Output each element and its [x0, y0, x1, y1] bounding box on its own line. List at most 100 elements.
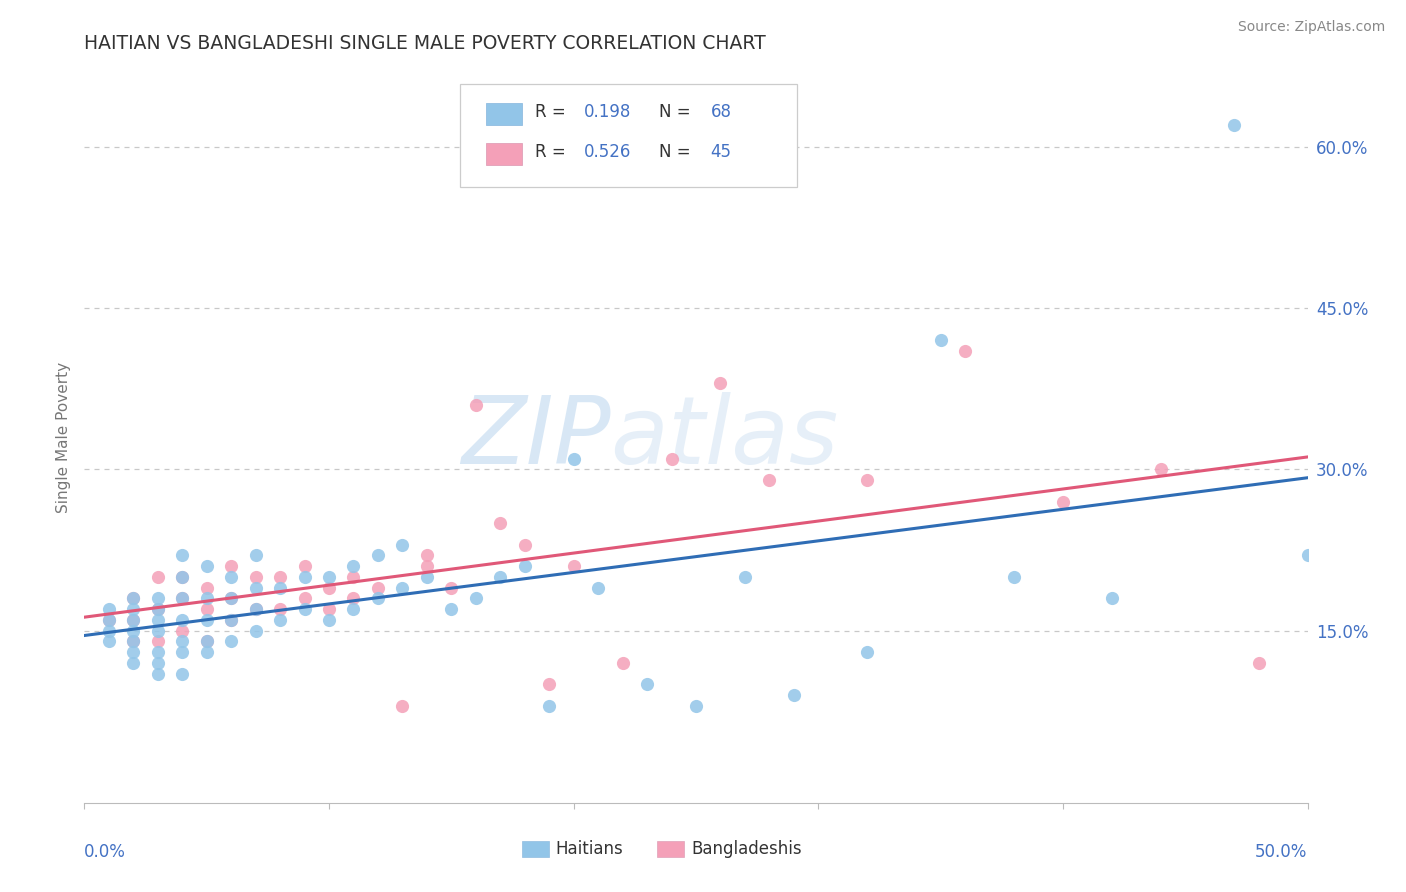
Point	[342, 570, 364, 584]
FancyBboxPatch shape	[522, 841, 550, 857]
Point	[146, 602, 169, 616]
Point	[146, 613, 169, 627]
Point	[195, 581, 218, 595]
Point	[416, 549, 439, 563]
Point	[122, 634, 145, 648]
Point	[122, 591, 145, 606]
Point	[318, 602, 340, 616]
Point	[219, 613, 242, 627]
Point	[685, 698, 707, 713]
Point	[1150, 462, 1173, 476]
Point	[661, 451, 683, 466]
Point	[172, 549, 194, 563]
Point	[122, 656, 145, 670]
Point	[195, 559, 218, 574]
Point	[929, 333, 952, 347]
Point	[440, 602, 463, 616]
Point	[856, 473, 879, 487]
Point	[783, 688, 806, 702]
Point	[146, 602, 169, 616]
Point	[245, 602, 267, 616]
Point	[342, 602, 364, 616]
Text: 0.0%: 0.0%	[84, 843, 127, 861]
Point	[245, 624, 267, 638]
Text: 68: 68	[710, 103, 731, 120]
Point	[172, 613, 194, 627]
Point	[513, 538, 536, 552]
Text: 0.198: 0.198	[583, 103, 631, 120]
Point	[195, 613, 218, 627]
Point	[367, 591, 389, 606]
Point	[146, 634, 169, 648]
Point	[367, 581, 389, 595]
Point	[97, 602, 120, 616]
Point	[195, 634, 218, 648]
Point	[586, 581, 609, 595]
Point	[318, 613, 340, 627]
Point	[1002, 570, 1025, 584]
Point	[513, 559, 536, 574]
Point	[219, 613, 242, 627]
Point	[1101, 591, 1123, 606]
Text: ZIP: ZIP	[461, 392, 610, 483]
Point	[294, 591, 316, 606]
Text: atlas: atlas	[610, 392, 838, 483]
Point	[856, 645, 879, 659]
Point	[294, 559, 316, 574]
Point	[391, 581, 413, 595]
Point	[97, 624, 120, 638]
Point	[562, 559, 585, 574]
Point	[709, 376, 731, 391]
Point	[318, 570, 340, 584]
Text: Source: ZipAtlas.com: Source: ZipAtlas.com	[1237, 20, 1385, 34]
Point	[489, 516, 512, 530]
Point	[269, 581, 291, 595]
Point	[219, 591, 242, 606]
Text: R =: R =	[534, 143, 571, 161]
Point	[122, 591, 145, 606]
Point	[146, 570, 169, 584]
Point	[146, 591, 169, 606]
Point	[245, 581, 267, 595]
Point	[172, 570, 194, 584]
Point	[636, 677, 658, 691]
FancyBboxPatch shape	[460, 84, 797, 187]
Point	[440, 581, 463, 595]
Text: Bangladeshis: Bangladeshis	[692, 840, 801, 858]
Point	[538, 677, 561, 691]
Point	[219, 559, 242, 574]
Point	[1223, 118, 1246, 132]
Point	[562, 451, 585, 466]
Point	[195, 591, 218, 606]
Text: R =: R =	[534, 103, 571, 120]
Point	[318, 581, 340, 595]
Point	[758, 473, 780, 487]
Point	[245, 570, 267, 584]
Text: HAITIAN VS BANGLADESHI SINGLE MALE POVERTY CORRELATION CHART: HAITIAN VS BANGLADESHI SINGLE MALE POVER…	[84, 34, 766, 54]
Text: 45: 45	[710, 143, 731, 161]
Point	[538, 698, 561, 713]
Text: N =: N =	[659, 143, 696, 161]
Point	[464, 591, 486, 606]
Point	[391, 538, 413, 552]
Point	[97, 613, 120, 627]
Point	[1052, 494, 1074, 508]
Point	[612, 656, 634, 670]
Point	[269, 602, 291, 616]
Point	[367, 549, 389, 563]
Point	[146, 656, 169, 670]
Point	[464, 398, 486, 412]
Point	[269, 613, 291, 627]
Point	[1247, 656, 1270, 670]
Point	[195, 602, 218, 616]
Text: Haitians: Haitians	[555, 840, 623, 858]
Point	[489, 570, 512, 584]
Point	[146, 666, 169, 681]
Point	[172, 570, 194, 584]
Point	[97, 613, 120, 627]
Text: 0.526: 0.526	[583, 143, 631, 161]
Point	[953, 344, 976, 359]
Point	[342, 591, 364, 606]
Point	[219, 634, 242, 648]
Point	[146, 645, 169, 659]
